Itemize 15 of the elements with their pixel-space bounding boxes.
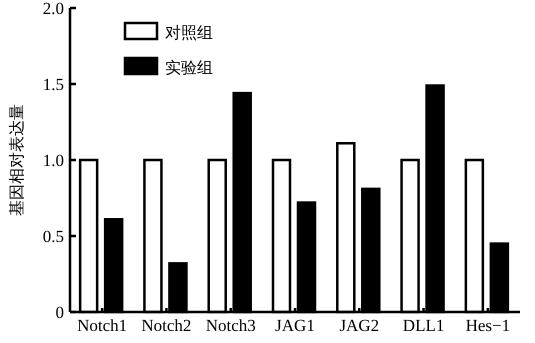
y-tick-label: 0.5 <box>42 227 64 246</box>
x-tick-label: Notch1 <box>77 316 128 335</box>
x-tick-label: DLL1 <box>402 316 444 335</box>
y-axis-title: 基因相对表达量 <box>7 104 26 216</box>
x-tick-label: Hes−1 <box>466 316 510 335</box>
x-tick-label: Notch2 <box>141 316 192 335</box>
legend-label: 实验组 <box>165 58 213 77</box>
y-tick-label: 2.0 <box>42 0 64 18</box>
x-tick-label: JAG1 <box>275 316 315 335</box>
legend-label: 对照组 <box>165 23 213 42</box>
y-tick-label: 1.5 <box>42 75 64 94</box>
x-tick-label: Notch3 <box>206 316 256 335</box>
y-tick-label: 0 <box>56 303 64 322</box>
x-tick-label: JAG2 <box>339 316 380 335</box>
y-tick-label: 1.0 <box>42 151 64 170</box>
